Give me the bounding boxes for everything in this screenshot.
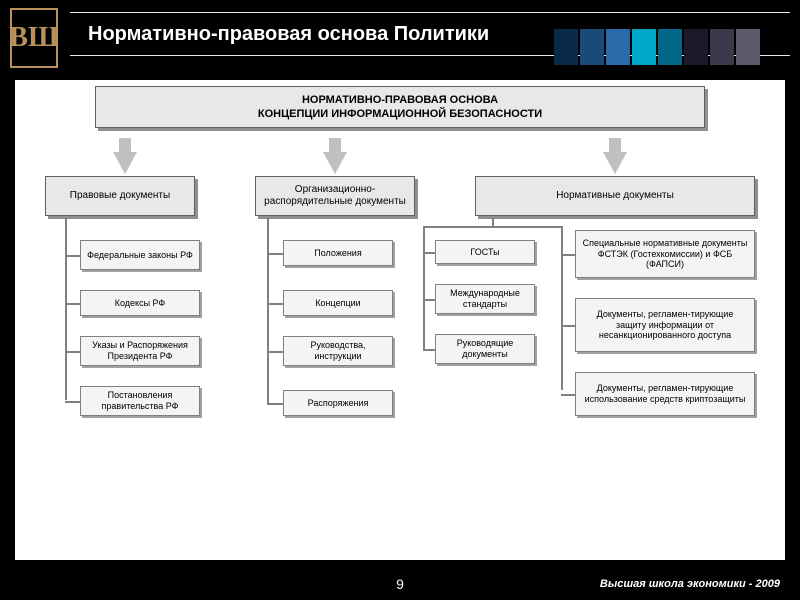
root-box: НОРМАТИВНО-ПРАВОВАЯ ОСНОВА КОНЦЕПЦИИ ИНФ… bbox=[95, 86, 705, 128]
category-label: Правовые документы bbox=[70, 190, 170, 202]
arrow-2 bbox=[323, 152, 347, 174]
connector-stub bbox=[423, 349, 435, 351]
item-label: Концепции bbox=[315, 298, 360, 309]
item-box: Положения bbox=[283, 240, 393, 266]
item-box: Федеральные законы РФ bbox=[80, 240, 200, 270]
item-label: Постановления правительства РФ bbox=[87, 390, 193, 412]
conn-v3b bbox=[561, 228, 563, 390]
item-box: Международные стандарты bbox=[435, 284, 535, 314]
conn-v3a bbox=[423, 228, 425, 350]
title-bar: Нормативно-правовая основа Политики bbox=[70, 12, 790, 56]
item-box: Специальные нормативные документы ФСТЭК … bbox=[575, 230, 755, 278]
item-box: Документы, регламен-тирующие использован… bbox=[575, 372, 755, 416]
hse-logo: ВШ bbox=[10, 8, 58, 68]
connector-stub bbox=[267, 403, 283, 405]
connector-stub bbox=[65, 351, 80, 353]
item-box: Руководящие документы bbox=[435, 334, 535, 364]
connector-stub bbox=[267, 253, 283, 255]
decor-block bbox=[632, 29, 656, 65]
item-label: Руководящие документы bbox=[442, 338, 528, 360]
item-label: Международные стандарты bbox=[442, 288, 528, 310]
root-line1: НОРМАТИВНО-ПРАВОВАЯ ОСНОВА bbox=[302, 93, 498, 107]
item-box: Документы, регламен-тирующие защиту инфо… bbox=[575, 298, 755, 352]
decor-block bbox=[736, 29, 760, 65]
decor-block bbox=[658, 29, 682, 65]
item-label: Положения bbox=[314, 248, 361, 259]
category-box: Нормативные документы bbox=[475, 176, 755, 216]
item-label: Кодексы РФ bbox=[115, 298, 166, 309]
item-box: Кодексы РФ bbox=[80, 290, 200, 316]
diagram-area: НОРМАТИВНО-ПРАВОВАЯ ОСНОВА КОНЦЕПЦИИ ИНФ… bbox=[15, 80, 785, 560]
category-box: Правовые документы bbox=[45, 176, 195, 216]
category-box: Организационно-распорядительные документ… bbox=[255, 176, 415, 216]
category-label: Организационно-распорядительные документ… bbox=[264, 184, 406, 208]
page-number: 9 bbox=[396, 576, 404, 592]
conn-cat3-down bbox=[492, 218, 494, 228]
decor-block bbox=[710, 29, 734, 65]
decor-block bbox=[580, 29, 604, 65]
connector-stub bbox=[267, 351, 283, 353]
arrow-1 bbox=[113, 152, 137, 174]
item-box: Концепции bbox=[283, 290, 393, 316]
item-box: ГОСТы bbox=[435, 240, 535, 264]
decor-block bbox=[554, 29, 578, 65]
connector-stub bbox=[561, 394, 575, 396]
connector-stub bbox=[267, 303, 283, 305]
item-label: Документы, регламен-тирующие защиту инфо… bbox=[582, 309, 748, 341]
connector-stub bbox=[561, 254, 575, 256]
item-box: Указы и Распоряжения Президента РФ bbox=[80, 336, 200, 366]
item-label: Указы и Распоряжения Президента РФ bbox=[87, 340, 193, 362]
slide-title: Нормативно-правовая основа Политики bbox=[70, 23, 489, 46]
item-box: Постановления правительства РФ bbox=[80, 386, 200, 416]
item-box: Руководства, инструкции bbox=[283, 336, 393, 366]
category-label: Нормативные документы bbox=[556, 190, 674, 202]
decor-block bbox=[684, 29, 708, 65]
arrow-3 bbox=[603, 152, 627, 174]
item-box: Распоряжения bbox=[283, 390, 393, 416]
header-decor bbox=[554, 29, 760, 65]
decor-block bbox=[606, 29, 630, 65]
item-label: Документы, регламен-тирующие использован… bbox=[582, 383, 748, 405]
conn-v2 bbox=[267, 218, 269, 404]
connector-stub bbox=[65, 303, 80, 305]
item-label: Специальные нормативные документы ФСТЭК … bbox=[582, 238, 748, 270]
root-line2: КОНЦЕПЦИИ ИНФОРМАЦИОННОЙ БЕЗОПАСНОСТИ bbox=[258, 107, 542, 121]
footer-text: Высшая школа экономики - 2009 bbox=[600, 578, 780, 590]
item-label: Распоряжения bbox=[308, 398, 369, 409]
connector-stub bbox=[65, 255, 80, 257]
item-label: Руководства, инструкции bbox=[290, 340, 386, 362]
conn-v1 bbox=[65, 218, 67, 400]
connector-stub bbox=[423, 299, 435, 301]
connector-stub bbox=[65, 401, 80, 403]
connector-stub bbox=[423, 252, 435, 254]
item-label: Федеральные законы РФ bbox=[87, 250, 193, 261]
connector-stub bbox=[561, 325, 575, 327]
logo-text: ВШ bbox=[9, 22, 58, 54]
item-label: ГОСТы bbox=[470, 247, 499, 258]
